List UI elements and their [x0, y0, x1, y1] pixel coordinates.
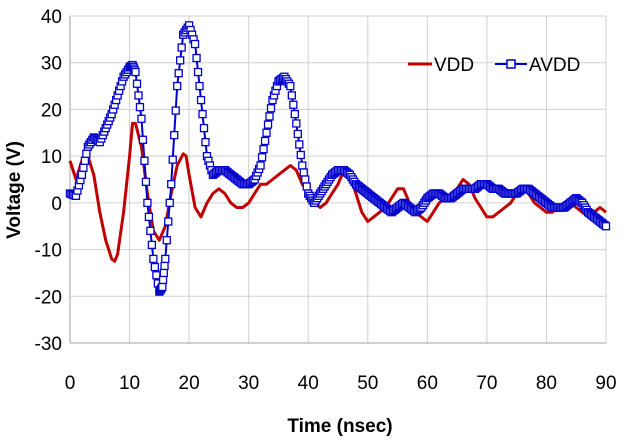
- series-marker-avdd: [286, 81, 295, 91]
- series-marker-avdd: [262, 128, 271, 137]
- series-marker-avdd: [257, 153, 267, 162]
- series-marker-avdd: [302, 182, 311, 191]
- x-tick-label: 40: [298, 373, 319, 394]
- series-marker-avdd: [134, 91, 143, 100]
- x-axis-title: Time (nsec): [287, 416, 392, 437]
- series-marker-avdd: [160, 261, 169, 271]
- series-marker-avdd: [198, 109, 207, 119]
- y-tick-label: 30: [41, 54, 62, 75]
- series-marker-avdd: [190, 39, 200, 49]
- x-tick-label: 20: [179, 373, 200, 394]
- y-axis-ticks: -30 -20 -10 0 10 20 30 40: [35, 7, 62, 355]
- y-tick-label: 20: [41, 100, 62, 121]
- series-marker-avdd: [289, 100, 298, 109]
- legend-avdd-label: AVDD: [529, 55, 580, 76]
- series-marker-avdd: [265, 112, 274, 121]
- series-marker-avdd: [141, 177, 151, 186]
- x-tick-label: 30: [238, 373, 259, 394]
- series-marker-avdd: [174, 69, 183, 78]
- x-tick-label: 50: [357, 373, 378, 394]
- series-marker-avdd: [266, 104, 276, 113]
- y-tick-label: -30: [35, 334, 62, 355]
- series-marker-avdd: [193, 67, 203, 77]
- series-marker-avdd: [135, 102, 145, 112]
- x-tick-label: 10: [119, 373, 140, 394]
- series-marker-avdd: [296, 150, 305, 160]
- series-marker-avdd: [167, 180, 176, 189]
- series-marker-avdd: [150, 262, 160, 272]
- series-marker-avdd: [287, 91, 296, 100]
- series-marker-avdd: [259, 144, 268, 154]
- series-marker-avdd: [165, 198, 174, 208]
- series-marker-avdd: [301, 175, 310, 184]
- series-marker-avdd: [195, 81, 204, 91]
- x-tick-label: 0: [65, 373, 76, 394]
- series-marker-avdd: [168, 155, 177, 164]
- series-marker-avdd: [138, 135, 148, 144]
- legend: VDD AVDD: [408, 55, 580, 76]
- series-vdd: [68, 121, 607, 263]
- y-tick-label: 0: [51, 194, 62, 215]
- series-marker-avdd: [260, 136, 270, 146]
- series-marker-avdd: [293, 129, 302, 139]
- y-tick-label: -20: [35, 287, 62, 308]
- series-marker-avdd: [79, 163, 88, 172]
- series-marker-avdd: [131, 67, 140, 77]
- series-marker-avdd: [143, 198, 152, 208]
- series-marker-avdd: [173, 81, 182, 91]
- y-tick-label: 40: [41, 7, 62, 28]
- legend-vdd-label: VDD: [434, 55, 474, 76]
- y-axis-title: Voltage (V): [4, 141, 25, 239]
- series-marker-avdd: [170, 130, 179, 140]
- axes: [69, 16, 606, 344]
- series-marker-avdd: [299, 168, 308, 177]
- series-marker-avdd: [298, 161, 307, 170]
- legend-avdd-marker: [506, 59, 516, 69]
- series-marker-avdd: [256, 161, 265, 170]
- series-marker-avdd: [164, 217, 173, 226]
- series-marker-avdd: [152, 271, 161, 280]
- series-marker-avdd: [201, 137, 210, 147]
- series-marker-avdd: [158, 275, 168, 285]
- series-avdd: [65, 21, 611, 296]
- series-marker-avdd: [161, 254, 170, 264]
- series-marker-avdd: [171, 106, 180, 115]
- series-marker-avdd: [77, 170, 87, 179]
- series-layer: [65, 21, 611, 296]
- series-marker-avdd: [292, 119, 301, 128]
- series-marker-avdd: [177, 43, 186, 52]
- series-marker-avdd: [147, 240, 157, 250]
- x-tick-label: 90: [595, 373, 616, 394]
- series-marker-avdd: [199, 123, 209, 133]
- series-marker-avdd: [263, 120, 273, 129]
- series-marker-avdd: [149, 254, 158, 264]
- x-axis-ticks: 0 10 20 30 40 50 60 70 80 90: [65, 373, 617, 394]
- y-tick-label: 10: [41, 147, 62, 168]
- series-marker-avdd: [82, 149, 91, 158]
- x-tick-label: 80: [536, 373, 557, 394]
- series-marker-avdd: [176, 56, 185, 65]
- series-marker-avdd: [144, 212, 154, 222]
- series-marker-avdd: [290, 109, 299, 119]
- series-marker-avdd: [192, 53, 201, 63]
- series-marker-avdd: [158, 282, 167, 292]
- x-tick-label: 70: [476, 373, 497, 394]
- series-marker-avdd: [132, 79, 142, 88]
- series-marker-avdd: [196, 95, 206, 105]
- series-marker-avdd: [80, 156, 90, 165]
- series-marker-avdd: [159, 268, 168, 278]
- series-marker-avdd: [140, 156, 149, 165]
- series-marker-avdd: [601, 222, 611, 231]
- series-marker-avdd: [162, 236, 171, 245]
- series-marker-avdd: [295, 140, 304, 149]
- series-line-vdd: [68, 121, 607, 263]
- x-tick-label: 60: [417, 373, 438, 394]
- series-marker-avdd: [146, 226, 155, 236]
- series-marker-avdd: [137, 114, 146, 123]
- y-tick-label: -10: [35, 241, 62, 262]
